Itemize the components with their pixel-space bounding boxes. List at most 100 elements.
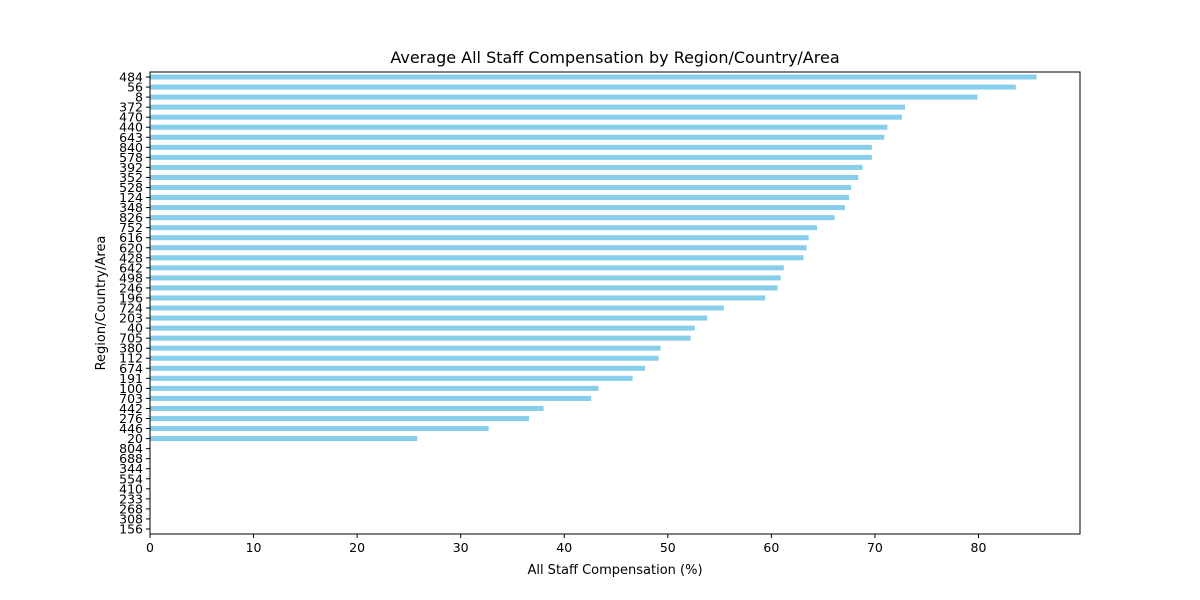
y-tick-label-156: 156	[119, 521, 143, 536]
x-tick-label-50: 50	[660, 540, 676, 555]
bar-643	[150, 134, 885, 140]
x-tick-label-40: 40	[556, 540, 572, 555]
y-tick-label-124: 124	[119, 190, 143, 205]
bar-372	[150, 104, 905, 110]
bar-112	[150, 355, 659, 361]
y-tick-label-196: 196	[119, 290, 143, 305]
chart-title: Average All Staff Compensation by Region…	[390, 48, 839, 67]
bar-470	[150, 114, 902, 120]
bar-578	[150, 154, 872, 160]
y-tick-label-348: 348	[119, 200, 143, 215]
y-tick-label-352: 352	[119, 170, 143, 185]
bar-246	[150, 285, 778, 291]
bar-616	[150, 235, 809, 241]
bar-20	[150, 436, 418, 442]
y-tick-label-112: 112	[119, 351, 143, 366]
y-tick-label-643: 643	[119, 130, 143, 145]
y-tick-label-470: 470	[119, 110, 143, 125]
bar-348	[150, 205, 845, 211]
bar-392	[150, 164, 863, 170]
y-tick-label-233: 233	[119, 491, 143, 506]
x-tick-label-20: 20	[349, 540, 365, 555]
bar-840	[150, 144, 872, 150]
y-tick-label-203: 203	[119, 311, 143, 326]
y-tick-label-724: 724	[119, 301, 143, 316]
y-tick-label-100: 100	[119, 381, 143, 396]
y-tick-label-8: 8	[135, 90, 143, 105]
y-tick-label-428: 428	[119, 250, 143, 265]
bar-724	[150, 305, 724, 311]
bar-124	[150, 195, 850, 201]
x-tick-label-80: 80	[971, 540, 987, 555]
x-axis-label: All Staff Compensation (%)	[527, 563, 702, 578]
y-tick-label-446: 446	[119, 421, 143, 436]
bar-191	[150, 375, 633, 381]
y-tick-label-484: 484	[119, 70, 143, 85]
x-tick-label-70: 70	[867, 540, 883, 555]
y-tick-label-840: 840	[119, 140, 143, 155]
y-tick-label-392: 392	[119, 160, 143, 175]
y-tick-label-703: 703	[119, 391, 143, 406]
bar-442	[150, 405, 544, 411]
y-tick-label-268: 268	[119, 501, 143, 516]
y-tick-label-380: 380	[119, 341, 143, 356]
bar-276	[150, 415, 530, 422]
y-tick-label-554: 554	[119, 471, 143, 486]
bar-40	[150, 325, 695, 331]
bar-440	[150, 124, 888, 130]
bar-620	[150, 245, 807, 251]
bar-428	[150, 255, 804, 261]
y-tick-label-344: 344	[119, 461, 143, 476]
bar-642	[150, 265, 784, 271]
bar-528	[150, 184, 852, 191]
y-tick-label-752: 752	[119, 220, 143, 235]
x-axis-ticks: 0 10 20 30 40 50 60 70 80	[146, 534, 987, 555]
y-tick-label-442: 442	[119, 401, 143, 416]
y-tick-label-191: 191	[119, 371, 143, 386]
plot-frame	[149, 71, 1081, 535]
bar-484	[150, 74, 1037, 80]
y-tick-label-705: 705	[119, 331, 143, 346]
x-tick-label-30: 30	[453, 540, 469, 555]
bar-352	[150, 174, 859, 180]
y-tick-label-40: 40	[127, 321, 143, 336]
bar-674	[150, 365, 646, 371]
bar-380	[150, 345, 661, 351]
bar-56	[150, 84, 1016, 90]
x-tick-label-0: 0	[146, 540, 154, 555]
y-tick-label-410: 410	[119, 481, 143, 496]
bar-703	[150, 395, 592, 401]
bar-8	[150, 94, 978, 100]
y-tick-label-616: 616	[119, 230, 143, 245]
y-tick-label-308: 308	[119, 511, 143, 526]
y-axis-label: Region/Country/Area	[94, 236, 109, 371]
y-tick-label-440: 440	[119, 120, 143, 135]
y-tick-label-528: 528	[119, 180, 143, 195]
bar-446	[150, 426, 489, 432]
y-tick-label-826: 826	[119, 210, 143, 225]
y-tick-label-372: 372	[119, 100, 143, 115]
y-tick-label-20: 20	[127, 431, 143, 446]
y-tick-label-620: 620	[119, 240, 143, 255]
bar-705	[150, 335, 691, 341]
x-tick-label-10: 10	[246, 540, 262, 555]
bar-498	[150, 275, 781, 281]
y-tick-label-674: 674	[119, 361, 143, 376]
y-axis-ticks: 4845683724704406438405783923525281243488…	[119, 70, 150, 536]
bar-203	[150, 315, 708, 321]
y-tick-label-578: 578	[119, 150, 143, 165]
y-tick-label-642: 642	[119, 260, 143, 275]
x-tick-label-60: 60	[763, 540, 779, 555]
y-tick-label-688: 688	[119, 451, 143, 466]
bar-196	[150, 295, 766, 301]
y-tick-label-56: 56	[127, 80, 143, 95]
y-tick-label-276: 276	[119, 411, 143, 426]
y-tick-label-804: 804	[119, 441, 143, 456]
bar-100	[150, 385, 599, 391]
y-tick-label-498: 498	[119, 270, 143, 285]
bar-826	[150, 215, 835, 221]
y-tick-label-246: 246	[119, 280, 143, 295]
bar-752	[150, 225, 817, 231]
bars-group	[150, 74, 1037, 442]
